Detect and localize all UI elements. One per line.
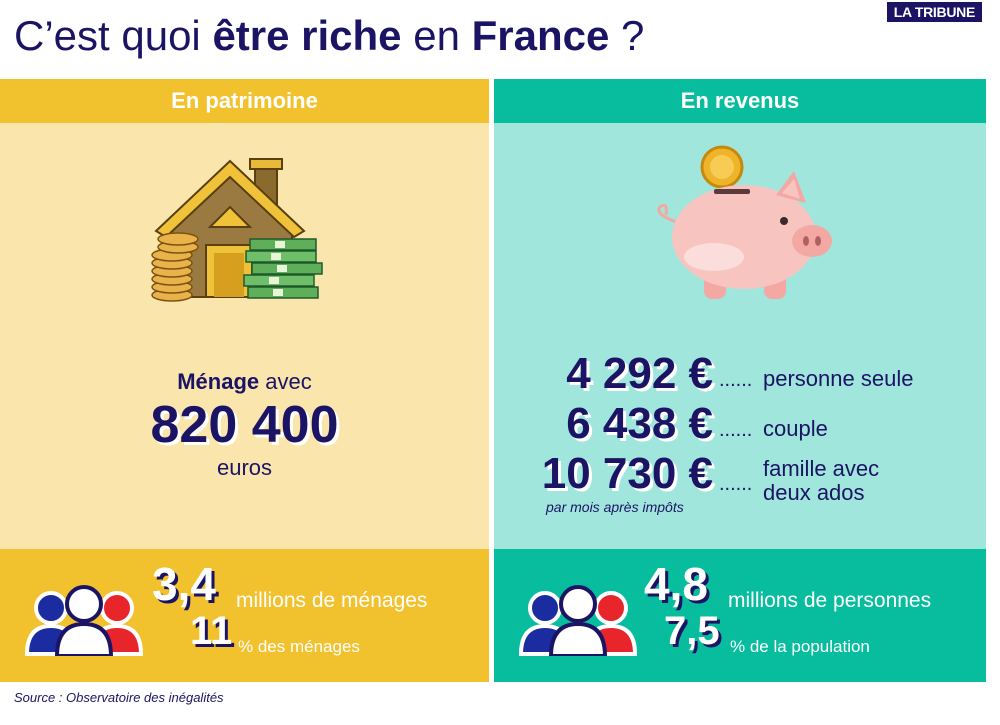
population-share-value: 7,5 [664, 609, 720, 653]
piggy-bank-icon [657, 145, 832, 299]
income-dots: ...... [719, 369, 753, 391]
income-note: par mois après impôts [546, 499, 684, 515]
menage-block: Ménage avec 820 400 euros [0, 369, 489, 481]
revenus-stats: 4,8 millions de personnes 7,5 % de la po… [494, 549, 986, 682]
patrimoine-panel: En patrimoine [0, 79, 489, 682]
menage-label: Ménage [177, 369, 260, 394]
income-dots: ...... [719, 419, 753, 441]
menages-share-label: % des ménages [238, 637, 360, 656]
patrimoine-amount: 820 400 [150, 396, 339, 454]
menages-share-value: 11 [190, 609, 233, 653]
income-value: 6 438 € [566, 399, 713, 448]
people-group-icon [519, 585, 637, 656]
patrimoine-stats: 3,4 millions de ménages 11 % des ménages [0, 549, 489, 682]
revenus-panel: En revenus 4 292 € ...... personne seule… [494, 79, 986, 682]
brand-logo: LA TRIBUNE [886, 2, 982, 22]
menages-count-label: millions de ménages [236, 589, 428, 612]
income-label: couple [763, 416, 828, 441]
page-title: C’est quoi être riche en France ? [14, 12, 645, 59]
menages-count-value: 3,4 [152, 558, 216, 610]
population-share-label: % de la population [730, 637, 870, 656]
income-value: 4 292 € [566, 349, 713, 398]
income-value: 10 730 € [541, 449, 713, 498]
source-note: Source : Observatoire des inégalités [14, 690, 224, 705]
persons-count-label: millions de personnes [728, 589, 932, 612]
patrimoine-heading: En patrimoine [0, 79, 489, 123]
persons-count-value: 4,8 [644, 558, 708, 610]
house-money-icon [151, 158, 323, 302]
people-group-icon [25, 585, 143, 656]
revenus-heading: En revenus [494, 79, 986, 123]
income-dots: ...... [719, 473, 753, 495]
income-label: famille avec deux ados [763, 456, 880, 505]
patrimoine-unit: euros [216, 455, 273, 480]
income-label: personne seule [763, 366, 914, 391]
